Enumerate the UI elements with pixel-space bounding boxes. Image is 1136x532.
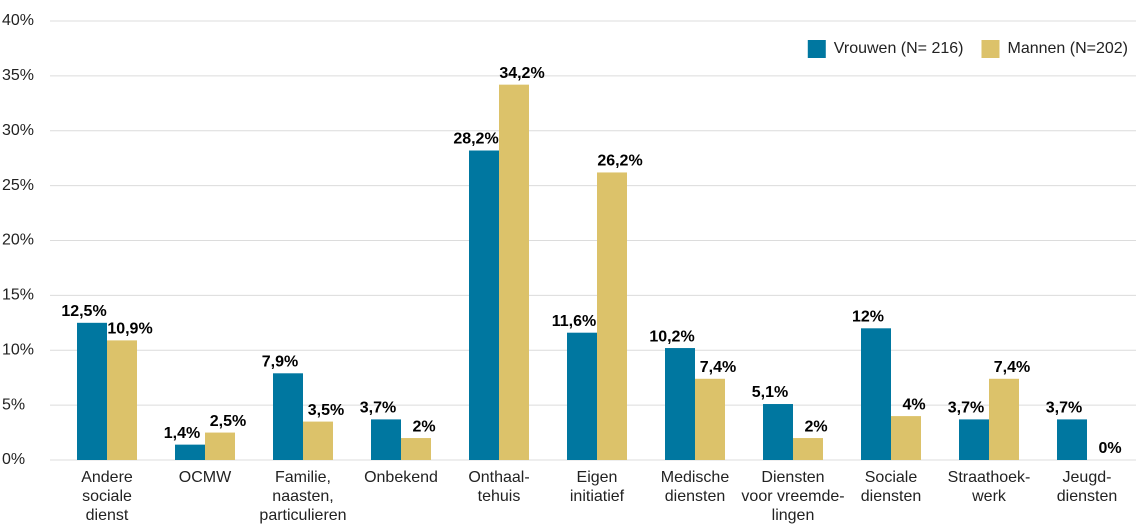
value-label: 3,7%	[948, 400, 984, 417]
x-tick-label: Sociale	[865, 469, 918, 486]
value-label: 12,5%	[61, 303, 106, 320]
bar	[273, 373, 303, 460]
value-label: 3,5%	[308, 402, 344, 419]
y-tick-label: 10%	[2, 341, 34, 358]
x-tick-label: Straathoek-	[948, 469, 1031, 486]
value-label: 2%	[412, 418, 435, 435]
value-label: 34,2%	[499, 65, 544, 82]
value-label: 7,4%	[700, 359, 736, 376]
bar	[205, 432, 235, 460]
y-tick-label: 35%	[2, 67, 34, 84]
x-tick-label: naasten,	[272, 488, 333, 505]
legend-swatch	[981, 40, 1000, 58]
x-tick-label: OCMW	[179, 469, 232, 486]
x-tick-label: diensten	[861, 488, 922, 505]
value-label: 3,7%	[360, 400, 396, 417]
legend-label: Vrouwen (N= 216)	[834, 40, 964, 57]
value-label: 7,9%	[262, 354, 298, 371]
y-tick-label: 40%	[2, 12, 34, 29]
y-tick-label: 15%	[2, 287, 34, 304]
x-tick-label: diensten	[665, 488, 726, 505]
bar	[891, 416, 921, 460]
bar	[107, 340, 137, 460]
value-label: 12%	[852, 309, 884, 326]
legend-swatch	[807, 40, 826, 58]
x-tick-label: Jeugd-	[1063, 469, 1112, 486]
y-tick-label: 5%	[2, 396, 25, 413]
y-tick-label: 25%	[2, 177, 34, 194]
value-label: 26,2%	[597, 153, 642, 170]
legend-label: Mannen (N=202)	[1007, 40, 1128, 57]
value-label: 2,5%	[210, 413, 246, 430]
x-tick-label: Onthaal-	[468, 469, 529, 486]
x-tick-label: dienst	[86, 507, 129, 524]
x-tick-label: particulieren	[259, 507, 346, 524]
y-tick-label: 20%	[2, 232, 34, 249]
value-label: 5,1%	[752, 384, 788, 401]
bar	[665, 348, 695, 460]
value-label: 7,4%	[994, 359, 1030, 376]
x-tick-label: Onbekend	[364, 469, 438, 486]
y-tick-label: 30%	[2, 122, 34, 139]
bar	[175, 444, 205, 460]
value-label: 11,6%	[552, 313, 596, 330]
x-tick-label: Familie,	[275, 469, 331, 486]
value-label: 10,9%	[107, 321, 152, 338]
bar	[763, 404, 793, 460]
value-label: 0%	[1098, 440, 1121, 457]
bar	[695, 378, 725, 460]
bar	[401, 438, 431, 460]
value-label: 1,4%	[164, 425, 200, 442]
x-tick-label: diensten	[1057, 488, 1118, 505]
x-tick-label: Medische	[661, 469, 730, 486]
bar	[793, 438, 823, 460]
value-label: 3,7%	[1046, 400, 1082, 417]
value-label: 28,2%	[453, 131, 498, 148]
bar	[861, 328, 891, 460]
bar	[959, 419, 989, 460]
value-label: 2%	[804, 418, 827, 435]
value-label: 10,2%	[649, 328, 694, 345]
x-tick-label: initiatief	[570, 488, 625, 505]
x-tick-label: voor vreemde-	[741, 488, 844, 505]
x-tick-label: werk	[971, 488, 1007, 505]
bar	[1057, 419, 1087, 460]
bar	[567, 332, 597, 460]
bar	[989, 378, 1019, 460]
y-tick-label: 0%	[2, 451, 25, 468]
x-tick-label: sociale	[82, 488, 132, 505]
bar	[371, 419, 401, 460]
x-tick-label: Diensten	[761, 469, 824, 486]
x-tick-label: tehuis	[478, 488, 521, 505]
bar	[597, 172, 627, 460]
value-label: 4%	[902, 396, 925, 413]
x-tick-label: Andere	[81, 469, 133, 486]
bar	[77, 322, 107, 460]
bar	[303, 421, 333, 460]
x-tick-label: lingen	[772, 507, 815, 524]
bar	[469, 150, 499, 460]
x-tick-label: Eigen	[577, 469, 618, 486]
bar	[499, 84, 529, 460]
